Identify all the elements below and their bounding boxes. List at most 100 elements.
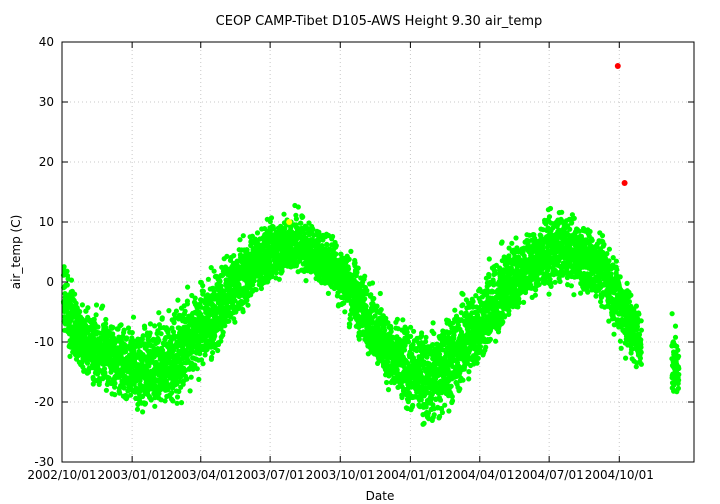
data-point [364,288,370,294]
data-point [369,280,376,286]
data-point [470,298,476,305]
data-point [73,300,79,306]
data-point [513,235,519,241]
data-point [452,307,458,313]
data-point [205,276,211,282]
data-point [460,377,466,383]
data-point [103,387,109,393]
data-point [169,390,175,396]
data-point [67,353,73,359]
data-point [152,403,158,409]
data-point [215,347,221,354]
data-point [100,374,107,380]
data-point [110,324,116,331]
data-point [175,297,181,303]
data-point [68,277,75,283]
data-point [460,291,466,297]
data-point [147,321,153,327]
data-points [60,63,682,427]
data-point [483,344,489,350]
data-point [226,318,232,324]
data-point [408,333,414,339]
data-point [300,214,306,220]
data-point [130,314,137,320]
data-point [493,338,499,344]
data-point [356,336,362,342]
data-point [140,409,146,415]
data-point [362,296,368,302]
data-point [147,330,153,336]
data-point [160,347,166,353]
data-point [192,295,198,301]
data-point [268,215,275,221]
data-point [176,388,182,395]
data-point [394,316,400,322]
data-point [102,370,108,376]
data-point [346,256,352,262]
data-point [521,299,527,305]
data-point [500,319,506,325]
data-point [170,348,177,354]
data-point [200,283,206,289]
data-point [506,308,512,314]
data-point [90,381,96,387]
data-point [61,264,67,270]
data-point [325,290,331,296]
data-point [279,268,285,274]
data-point [254,230,261,236]
data-point [112,380,118,386]
data-point [492,270,498,277]
data-point [156,310,162,316]
data-point [457,386,463,392]
data-point [237,237,243,243]
data-point [487,336,493,342]
data-point [84,360,91,366]
data-point [178,400,185,406]
data-point [431,412,437,418]
data-point [410,402,416,408]
data-point [77,309,83,315]
data-point [64,268,70,274]
data-point [240,309,246,315]
data-point [177,378,183,384]
data-point [220,329,226,335]
data-point [140,333,146,339]
data-point [165,384,172,390]
data-point [218,283,224,289]
data-point [121,385,127,391]
data-point [174,394,181,400]
data-point [210,350,216,356]
data-point [103,316,109,323]
data-point [348,248,354,254]
data-point [188,374,194,380]
data-point [174,400,180,406]
data-point [200,288,206,294]
data-point [72,291,78,297]
data-point [401,347,408,353]
data-point [486,256,492,262]
data-point [100,303,106,309]
data-point [217,278,223,284]
data-point [419,330,425,336]
data-point [477,344,484,350]
data-point [430,320,436,326]
data-point [125,325,132,331]
data-point [475,355,481,361]
data-point [499,239,505,245]
data-point [298,220,304,226]
data-point [532,292,539,298]
data-point [95,324,101,330]
data-point [156,390,162,397]
data-point [211,268,217,274]
data-point [93,312,99,318]
data-point [253,287,259,293]
data-point [146,363,152,369]
data-point [209,354,215,360]
data-point [129,330,135,336]
data-point [421,420,427,426]
data-point [134,406,141,412]
data-point [509,240,515,246]
data-point [431,330,437,337]
data-point [171,320,177,326]
